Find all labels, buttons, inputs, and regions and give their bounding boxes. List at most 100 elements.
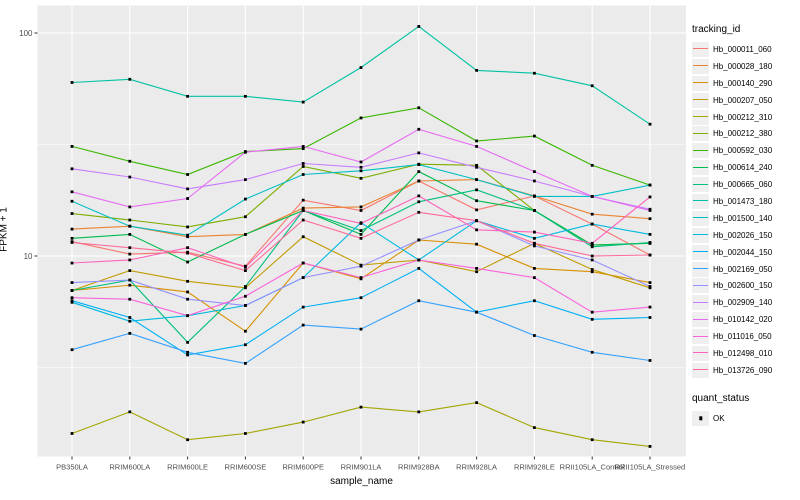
data-point (186, 260, 189, 264)
x-tick-label: RRIM600LE (167, 463, 208, 472)
data-point (244, 285, 247, 288)
data-point (475, 68, 478, 72)
data-point (475, 401, 478, 405)
legend-key-icon (692, 295, 709, 311)
data-point (590, 195, 594, 198)
data-point (70, 300, 74, 304)
legend-item: Hb_002909_140 (692, 294, 798, 311)
x-tick-label: RRIM928LE (514, 463, 555, 472)
data-point (70, 227, 74, 231)
data-point (533, 134, 536, 138)
legend-key-icon (692, 362, 709, 378)
legend-line-icon (693, 82, 708, 84)
data-point (475, 310, 478, 314)
data-point (533, 71, 536, 75)
x-tick-label: RRII105LA_Stressed (615, 463, 685, 472)
data-point (70, 190, 74, 194)
data-point (359, 236, 363, 240)
data-point (359, 160, 363, 164)
data-point (301, 218, 305, 222)
legend-label: Hb_000614_240 (713, 163, 773, 173)
y-axis-title: FPKM + 1 (0, 207, 10, 252)
legend: tracking_id Hb_000011_060 Hb_000028_180 Hb… (692, 24, 798, 427)
data-point (359, 232, 363, 236)
data-point (417, 258, 421, 262)
data-point (648, 445, 652, 448)
data-point (648, 285, 652, 288)
legend-key-icon (692, 193, 709, 209)
data-point (475, 228, 478, 232)
legend-label: Hb_000212_310 (713, 112, 773, 122)
data-point (244, 215, 247, 219)
legend-label: Hb_001473_180 (713, 196, 773, 206)
data-point (128, 246, 132, 250)
data-point (533, 426, 536, 430)
data-point (244, 432, 247, 435)
legend-item: Hb_000592_030 (692, 142, 798, 159)
x-tick-label: RRIM928LA (456, 463, 497, 472)
data-point (186, 235, 189, 239)
data-point (301, 100, 305, 104)
data-point (475, 266, 478, 270)
legend-label: Hb_002169_050 (713, 264, 773, 274)
x-tick-label: RRIM600PE (282, 463, 324, 472)
data-point (70, 299, 74, 303)
data-point (417, 163, 421, 166)
legend-line-icon (693, 149, 708, 151)
legend-item: Hb_002026_150 (692, 227, 798, 244)
data-point (244, 178, 247, 182)
data-point (359, 327, 363, 331)
data-point (533, 241, 536, 245)
data-point (417, 299, 421, 303)
legend-line-icon (693, 48, 708, 50)
data-point (590, 310, 594, 314)
data-point (533, 230, 536, 234)
data-point (417, 170, 421, 174)
data-point (475, 145, 478, 148)
data-point (590, 84, 594, 88)
legend-label: Hb_011016_050 (713, 332, 772, 342)
data-point (70, 212, 74, 215)
data-point (301, 145, 305, 148)
data-point (359, 169, 363, 173)
data-point (359, 264, 363, 268)
legend-item: Hb_000212_380 (692, 125, 798, 142)
data-point (590, 245, 594, 249)
data-point (533, 266, 536, 270)
x-tick-label: RRIM600SE (225, 463, 267, 472)
data-point (301, 420, 305, 424)
data-point (475, 242, 478, 246)
data-point (648, 232, 652, 236)
x-tick-label: RRII105LA_Control (560, 463, 625, 472)
legend-label: Hb_000592_030 (713, 146, 773, 156)
data-point (359, 66, 363, 69)
data-point (186, 353, 189, 357)
data-point (533, 170, 536, 174)
data-point (244, 329, 247, 333)
legend-item-quant-ok: OK (692, 410, 798, 427)
data-point (417, 151, 421, 155)
data-point (359, 209, 363, 212)
legend-line-icon (693, 132, 708, 134)
legend-line-icon (693, 217, 708, 219)
data-point (244, 343, 247, 347)
legend-key-icon (692, 109, 709, 125)
legend-line-icon (693, 318, 708, 320)
data-point (648, 281, 652, 284)
data-point (128, 331, 132, 335)
data-point (417, 179, 421, 183)
data-point (70, 289, 74, 292)
data-point (475, 163, 478, 167)
data-point (244, 150, 247, 154)
data-point (70, 296, 74, 300)
legend-item: Hb_000011_060 (692, 41, 798, 58)
legend-line-icon (693, 116, 708, 117)
data-point (359, 276, 363, 280)
legend-line-icon (693, 200, 708, 202)
data-point (186, 314, 189, 318)
data-point (186, 438, 189, 442)
data-point (301, 276, 305, 280)
data-point (301, 173, 305, 176)
data-point (244, 269, 247, 273)
